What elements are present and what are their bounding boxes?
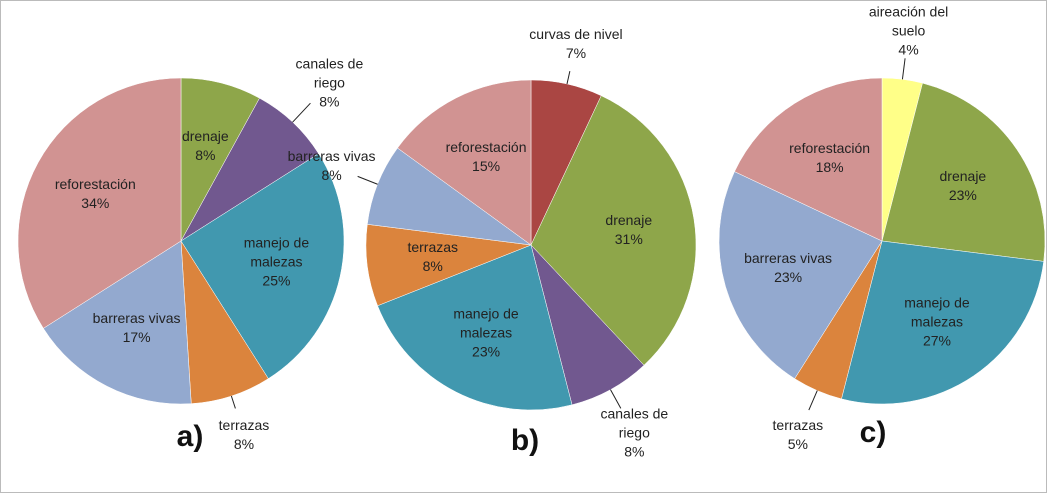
pie-slice bbox=[397, 79, 532, 246]
value-label: 8% bbox=[195, 147, 216, 164]
category-label: barreras vivas bbox=[92, 310, 181, 327]
chart-title: a) bbox=[176, 420, 204, 453]
slice-label: canales de riego 8% bbox=[586, 404, 682, 461]
value-label: 15% bbox=[472, 157, 501, 174]
value-label: 5% bbox=[787, 436, 808, 453]
pie-slice bbox=[180, 153, 345, 379]
category-label: manejo de malezas bbox=[453, 305, 519, 341]
value-label: 31% bbox=[614, 230, 643, 247]
slice-label: aireación del suelo 4% bbox=[861, 2, 957, 59]
slice-label: drenaje 8% bbox=[157, 127, 253, 165]
category-label: barreras vivas bbox=[744, 250, 833, 267]
value-label: 8% bbox=[233, 435, 255, 452]
value-label: 23% bbox=[948, 187, 977, 204]
chart-title: c) bbox=[859, 416, 887, 449]
slice-label: barreras vivas 23% bbox=[740, 249, 836, 287]
value-label: 34% bbox=[81, 194, 110, 211]
slice-label: reforestación 15% bbox=[438, 138, 534, 176]
slice-label: barreras vivas 17% bbox=[89, 309, 185, 347]
slice-label: manejo de malezas 23% bbox=[438, 305, 534, 362]
leader-line bbox=[357, 175, 378, 185]
value-label: 27% bbox=[922, 332, 951, 349]
value-label: 8% bbox=[319, 93, 340, 110]
pie-slice bbox=[734, 77, 883, 242]
category-label: canales de riego bbox=[600, 405, 669, 441]
value-label: 8% bbox=[422, 258, 443, 275]
category-label: curvas de nivel bbox=[529, 25, 623, 42]
leader-line bbox=[230, 395, 236, 409]
category-label: terrazas bbox=[218, 416, 270, 433]
slice-label: barreras vivas 8% bbox=[284, 147, 380, 185]
category-label: drenaje bbox=[939, 168, 987, 185]
category-label: drenaje bbox=[605, 211, 653, 228]
category-label: barreras vivas bbox=[287, 148, 376, 165]
category-label: aireación del suelo bbox=[868, 3, 949, 39]
value-label: 4% bbox=[898, 41, 919, 58]
category-label: reforestación bbox=[789, 140, 871, 157]
value-label: 23% bbox=[472, 343, 501, 360]
slice-label: curvas de nivel 7% bbox=[528, 25, 624, 63]
pie-slice bbox=[881, 82, 1046, 262]
pie-slice bbox=[530, 95, 697, 366]
pie-slice bbox=[841, 240, 1044, 405]
slice-label: terrazas 8% bbox=[196, 416, 292, 454]
value-label: 23% bbox=[774, 269, 803, 286]
slice-label: manejo de malezas 25% bbox=[228, 234, 324, 291]
pie-slice bbox=[377, 244, 573, 411]
category-label: manejo de malezas bbox=[243, 234, 310, 270]
category-label: drenaje bbox=[181, 128, 229, 145]
category-label: reforestación bbox=[445, 138, 527, 155]
leader-line bbox=[808, 390, 818, 411]
leader-line bbox=[566, 70, 571, 85]
leader-line bbox=[292, 102, 311, 123]
value-label: 25% bbox=[262, 272, 291, 289]
slice-label: terrazas 8% bbox=[385, 238, 481, 276]
pie-slice bbox=[17, 77, 182, 329]
value-label: 8% bbox=[321, 167, 342, 184]
category-label: manejo de malezas bbox=[904, 294, 970, 330]
category-label: canales de riego bbox=[295, 55, 364, 91]
pie-slice bbox=[43, 240, 192, 405]
value-label: 18% bbox=[815, 159, 844, 176]
value-label: 17% bbox=[122, 329, 151, 346]
value-label: 7% bbox=[565, 44, 587, 61]
slice-label: reforestación 18% bbox=[782, 139, 878, 177]
slice-label: drenaje 23% bbox=[915, 167, 1011, 205]
slice-label: drenaje 31% bbox=[581, 211, 677, 249]
slice-label: terrazas 5% bbox=[750, 416, 846, 454]
slice-label: canales de riego 8% bbox=[281, 54, 377, 111]
category-label: reforestación bbox=[54, 175, 136, 192]
chart-title: b) bbox=[510, 424, 540, 457]
value-label: 8% bbox=[624, 443, 645, 460]
slice-label: manejo de malezas 27% bbox=[889, 293, 985, 350]
pie-slice bbox=[718, 171, 883, 379]
leader-line bbox=[610, 389, 622, 409]
leader-line bbox=[901, 58, 906, 80]
category-label: terrazas bbox=[772, 417, 824, 434]
category-label: terrazas bbox=[407, 239, 459, 256]
slice-label: reforestación 34% bbox=[47, 175, 143, 213]
